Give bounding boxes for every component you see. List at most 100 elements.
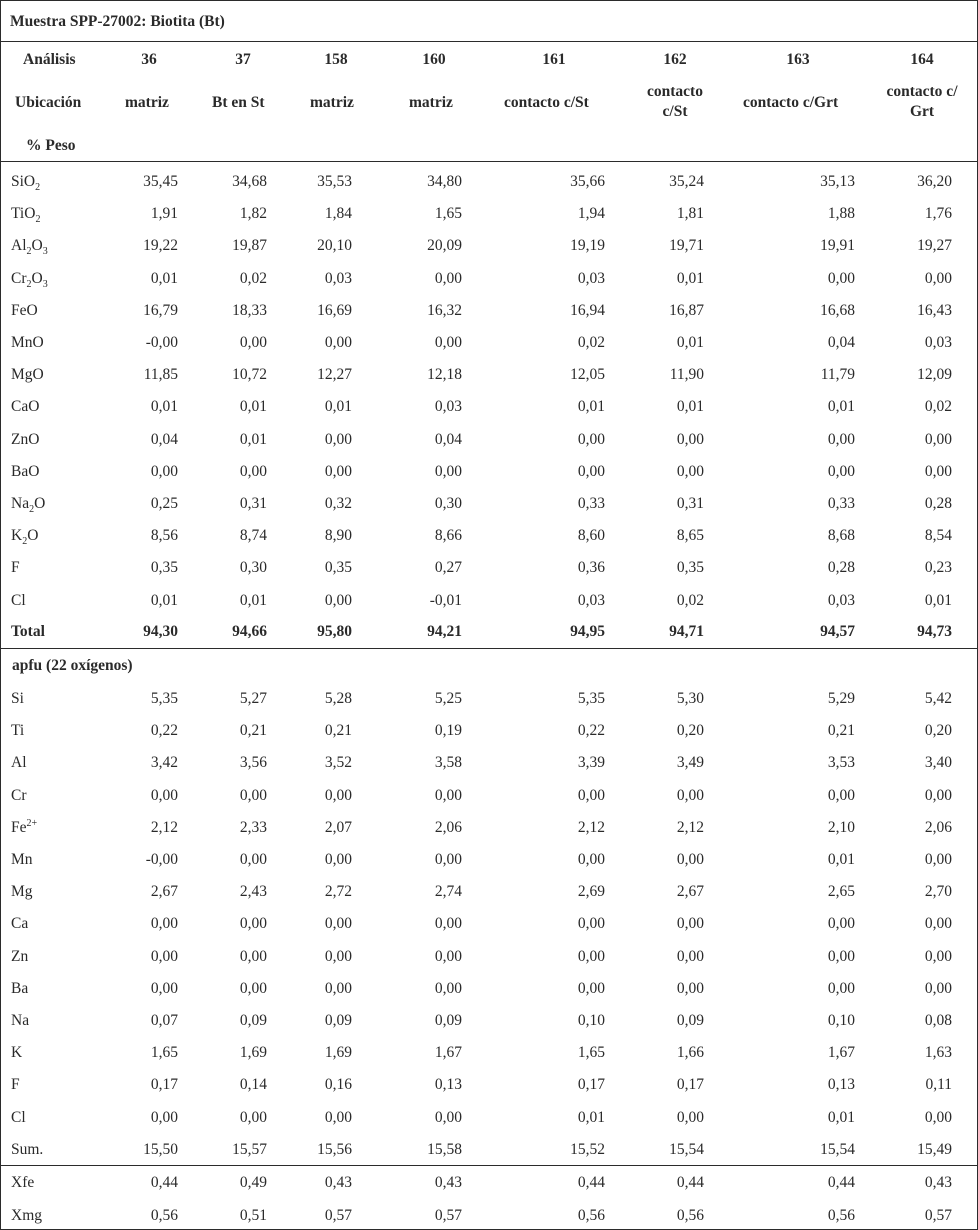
row-label: FeO [11, 301, 38, 319]
value-cell: 16,69 [317, 301, 352, 319]
value-cell: 0,33 [827, 495, 855, 512]
value-cell: 0,33 [577, 495, 605, 512]
value-cell: 0,00 [924, 1108, 952, 1126]
value-cell: 0,00 [577, 915, 605, 933]
value-cell: 0,00 [676, 1108, 704, 1126]
value-cell: 0,30 [434, 495, 462, 512]
value-cell: 0,01 [150, 591, 178, 609]
value-cell: -0,00 [145, 334, 178, 351]
ubicacion-line: contacto [647, 83, 703, 100]
value-cell: 0,00 [239, 947, 267, 965]
value-cell: 0,44 [827, 1174, 855, 1191]
value-cell: 0,35 [676, 559, 704, 577]
ubicacion-value: contacto c/Grt [743, 94, 839, 111]
value-cell: 0,00 [676, 786, 704, 804]
value-cell: 94,95 [570, 623, 605, 640]
value-cell: 0,13 [827, 1076, 855, 1094]
value-cell: 0,00 [239, 786, 267, 804]
value-cell: 0,27 [434, 559, 462, 577]
value-cell: 0,01 [150, 398, 178, 416]
value-cell: 19,19 [570, 237, 605, 255]
row-label: BaO [11, 462, 40, 480]
value-cell: 0,00 [324, 334, 352, 351]
value-cell: 3,53 [827, 754, 855, 772]
row-label: ZnO [11, 430, 40, 448]
ubicacion-value: matriz [310, 94, 354, 111]
row-label: Sum. [11, 1140, 44, 1158]
row-label: Al2O3 [11, 237, 48, 258]
value-cell: 0,03 [827, 591, 855, 609]
value-cell: 0,00 [324, 979, 352, 997]
value-cell: 0,00 [434, 915, 462, 933]
value-cell: 0,01 [924, 591, 952, 609]
value-cell: 0,00 [827, 269, 855, 287]
value-cell: 8,90 [324, 527, 352, 545]
value-cell: 0,03 [924, 334, 952, 351]
value-cell: 5,29 [827, 690, 855, 707]
value-cell: 0,08 [924, 1012, 952, 1029]
row-label: SiO2 [11, 173, 41, 193]
value-cell: 34,68 [232, 173, 267, 190]
value-cell: 0,00 [924, 947, 952, 965]
analisis-number: 162 [663, 51, 687, 68]
row-label: F [11, 1076, 20, 1094]
value-cell: 3,52 [324, 754, 352, 772]
value-cell: 94,57 [820, 623, 855, 640]
value-cell: 8,54 [924, 527, 952, 545]
value-cell: 0,00 [577, 979, 605, 997]
analisis-number: 36 [141, 51, 157, 68]
value-cell: 1,67 [434, 1044, 462, 1062]
value-cell: 0,51 [239, 1207, 267, 1224]
value-cell: 0,57 [324, 1207, 352, 1224]
header-divider [1, 161, 977, 162]
value-cell: 15,56 [317, 1140, 352, 1158]
value-cell: 0,01 [827, 851, 855, 868]
value-cell: 35,24 [669, 173, 704, 190]
value-cell: 0,00 [324, 915, 352, 933]
value-cell: 12,27 [317, 366, 352, 384]
value-cell: 0,02 [577, 334, 605, 351]
ubicacion-value: Bt en St [212, 94, 265, 111]
value-cell: 0,00 [676, 979, 704, 997]
value-cell: 3,56 [239, 754, 267, 772]
value-cell: 0,44 [150, 1174, 178, 1191]
value-cell: 19,22 [143, 237, 178, 255]
value-cell: 0,43 [324, 1174, 352, 1191]
value-cell: 94,71 [669, 623, 704, 640]
value-cell: 0,02 [239, 269, 267, 287]
value-cell: 0,01 [239, 591, 267, 609]
row-label: MnO [11, 334, 44, 351]
value-cell: 2,72 [324, 883, 352, 901]
value-cell: 0,30 [239, 559, 267, 577]
value-cell: 0,00 [239, 979, 267, 997]
row-label: F [11, 559, 20, 577]
value-cell: 0,00 [324, 851, 352, 868]
analisis-header-label: Análisis [23, 51, 76, 68]
analisis-number: 164 [910, 51, 934, 68]
value-cell: 0,00 [150, 915, 178, 933]
row-label: Al [11, 754, 27, 772]
value-cell: 0,00 [239, 851, 267, 868]
value-cell: 19,27 [917, 237, 952, 255]
value-cell: 0,00 [434, 851, 462, 868]
value-cell: 0,00 [924, 851, 952, 868]
value-cell: 3,40 [924, 754, 952, 772]
ubicacion-value: matriz [409, 94, 453, 111]
value-cell: 0,28 [924, 495, 952, 512]
row-label: Cr [11, 786, 27, 804]
value-cell: 0,01 [827, 1108, 855, 1126]
value-cell: 0,00 [324, 786, 352, 804]
value-cell: 0,11 [925, 1076, 952, 1094]
value-cell: 0,19 [434, 722, 462, 740]
value-cell: 0,44 [676, 1174, 704, 1191]
value-cell: 1,69 [239, 1044, 267, 1062]
value-cell: 1,82 [239, 205, 267, 223]
value-cell: 0,43 [924, 1174, 952, 1191]
value-cell: 5,30 [676, 690, 704, 707]
value-cell: 15,58 [427, 1140, 462, 1158]
value-cell: 0,56 [827, 1207, 855, 1224]
value-cell: 0,17 [150, 1076, 178, 1094]
value-cell: 94,30 [143, 623, 178, 640]
value-cell: 0,22 [577, 722, 605, 740]
